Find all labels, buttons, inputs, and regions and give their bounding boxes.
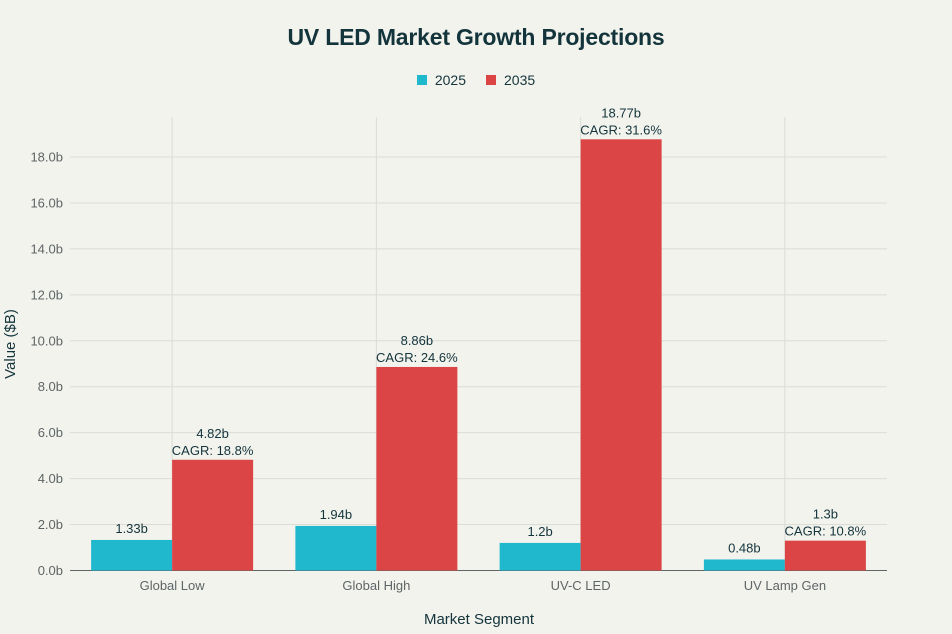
legend-swatch-2035 [486, 75, 496, 85]
bar-2035-global-high [376, 366, 458, 571]
data-label: 4.82b [196, 426, 229, 441]
data-label: 1.3b [813, 507, 838, 522]
y-tick-label: 14.0b [30, 241, 63, 256]
legend: 2025 2035 [0, 72, 952, 88]
y-tick-label: 16.0b [30, 195, 63, 210]
bar-2035-uv-c-led [580, 139, 662, 571]
legend-label-2035: 2035 [504, 72, 536, 88]
data-label: 1.94b [320, 507, 353, 522]
bar-2025-global-low [91, 539, 173, 571]
data-label: 1.2b [527, 524, 552, 539]
y-tick-label: 18.0b [30, 150, 63, 165]
x-tick-label: UV Lamp Gen [744, 578, 826, 593]
bar-labels: 1.33b 4.82b CAGR: 18.8% 1.94b 8.86b CAGR: 24.… [115, 105, 866, 555]
cagr-annotation: CAGR: 31.6% [580, 122, 662, 137]
cagr-annotation: CAGR: 24.6% [376, 350, 458, 365]
legend-item-2035[interactable]: 2035 [486, 72, 535, 88]
y-axis-ticks: 0.0b 2.0b 4.0b 6.0b 8.0b 10.0b 12.0b 14.0b 16.0b… [30, 150, 63, 579]
y-tick-label: 12.0b [30, 287, 63, 302]
bar-2025-uv-lamp-gen [703, 559, 785, 571]
data-label: 18.77b [601, 105, 641, 120]
chart-title: UV LED Market Growth Projections [287, 24, 665, 50]
legend-swatch-2025 [416, 75, 427, 85]
legend-item-2025[interactable]: 2025 [416, 72, 466, 88]
y-tick-label: 8.0b [38, 379, 63, 394]
y-tick-label: 6.0b [38, 425, 63, 440]
bar-2035-global-low [172, 459, 254, 571]
bars [91, 139, 866, 571]
data-label: 0.48b [728, 540, 761, 555]
cagr-annotation: CAGR: 10.8% [785, 524, 867, 539]
x-axis-title: Market Segment [424, 611, 535, 628]
legend-label-2025: 2025 [434, 72, 466, 88]
y-tick-label: 4.0b [38, 471, 63, 486]
bar-2035-uv-lamp-gen [784, 540, 866, 571]
data-label: 8.86b [401, 333, 434, 348]
x-tick-label: Global Low [140, 578, 206, 593]
x-tick-label: Global High [342, 578, 410, 593]
y-tick-label: 10.0b [30, 333, 63, 348]
y-tick-label: 2.0b [38, 517, 63, 532]
y-tick-label: 0.0b [38, 563, 63, 578]
data-label: 1.33b [115, 521, 148, 536]
bar-2025-uv-c-led [499, 542, 581, 571]
x-axis-ticks: Global Low Global High UV-C LED UV Lamp Gen [140, 578, 826, 593]
bar-2025-global-high [295, 525, 377, 571]
x-tick-label: UV-C LED [551, 578, 611, 593]
cagr-annotation: CAGR: 18.8% [172, 443, 254, 458]
y-axis-title: Value ($B) [2, 309, 19, 379]
